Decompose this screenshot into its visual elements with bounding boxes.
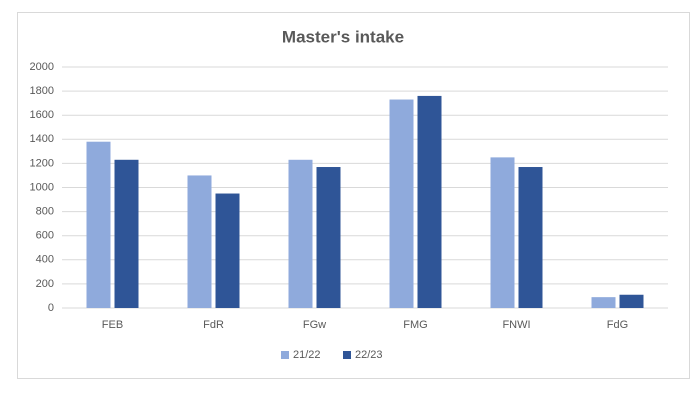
- bar: [591, 297, 616, 308]
- y-tick-label: 1400: [30, 133, 54, 145]
- bar: [518, 167, 543, 308]
- bar: [619, 294, 644, 308]
- y-tick-label: 400: [36, 254, 54, 266]
- bar: [389, 99, 414, 308]
- legend-swatch: [281, 351, 289, 359]
- y-tick-label: 0: [48, 302, 54, 314]
- x-tick-label: FGw: [303, 319, 326, 331]
- legend-label: 21/22: [293, 349, 321, 361]
- y-tick-label: 1600: [30, 109, 54, 121]
- x-tick-label: FMG: [403, 319, 427, 331]
- x-tick-label: FEB: [102, 319, 123, 331]
- y-tick-label: 2000: [30, 61, 54, 73]
- x-tick-label: FdR: [203, 319, 224, 331]
- bar: [316, 167, 341, 308]
- legend-swatch: [343, 351, 351, 359]
- chart-title: Master's intake: [282, 27, 404, 46]
- bar: [288, 159, 313, 308]
- y-tick-label: 600: [36, 230, 54, 242]
- y-tick-label: 1800: [30, 85, 54, 97]
- bar: [490, 157, 515, 308]
- x-tick-label: FdG: [607, 319, 628, 331]
- y-tick-label: 1200: [30, 157, 54, 169]
- legend-label: 22/23: [355, 349, 383, 361]
- y-tick-label: 800: [36, 206, 54, 218]
- bar: [86, 141, 111, 308]
- y-tick-label: 200: [36, 278, 54, 290]
- x-tick-label: FNWI: [502, 319, 530, 331]
- bar: [215, 193, 240, 308]
- bar: [417, 95, 442, 308]
- bar: [187, 175, 212, 308]
- bar: [114, 159, 139, 308]
- y-tick-label: 1000: [30, 181, 54, 193]
